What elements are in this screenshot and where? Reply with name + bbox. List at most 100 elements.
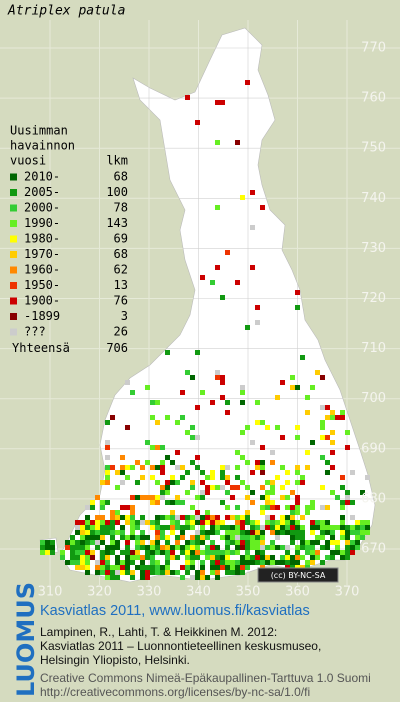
occurrence-square [215,485,220,490]
occurrence-square [330,535,335,540]
occurrence-square [270,540,275,545]
occurrence-square [255,400,260,405]
occurrence-square [220,475,225,480]
occurrence-square [240,555,245,560]
occurrence-square [270,525,275,530]
occurrence-square [120,515,125,520]
occurrence-square [240,570,245,575]
occurrence-square [305,465,310,470]
occurrence-square [150,520,155,525]
occurrence-square [110,540,115,545]
occurrence-square [135,545,140,550]
legend-swatch [10,328,17,336]
occurrence-square [100,530,105,535]
occurrence-square [290,530,295,535]
occurrence-square [245,560,250,565]
occurrence-square [240,480,245,485]
occurrence-square [210,525,215,530]
occurrence-square [140,560,145,565]
legend-label: 1960- [24,263,60,277]
occurrence-square [110,525,115,530]
occurrence-square [295,480,300,485]
occurrence-square [175,545,180,550]
occurrence-square [255,420,260,425]
occurrence-square [85,565,90,570]
occurrence-square [185,95,190,100]
occurrence-square [160,465,165,470]
occurrence-square [205,475,210,480]
occurrence-square [140,475,145,480]
occurrence-square [150,540,155,545]
occurrence-square [155,520,160,525]
occurrence-square [180,575,185,580]
occurrence-square [325,505,330,510]
occurrence-square [300,475,305,480]
occurrence-square [185,520,190,525]
occurrence-square [90,530,95,535]
occurrence-square [90,500,95,505]
occurrence-square [200,480,205,485]
occurrence-square [225,465,230,470]
occurrence-square [335,550,340,555]
occurrence-square [280,485,285,490]
occurrence-square [260,465,265,470]
occurrence-square [295,500,300,505]
occurrence-square [255,320,260,325]
occurrence-square [170,480,175,485]
legend-swatch [10,173,17,181]
occurrence-square [85,560,90,565]
occurrence-square [225,525,230,530]
occurrence-square [190,555,195,560]
occurrence-square [260,550,265,555]
occurrence-square [355,540,360,545]
occurrence-square [270,555,275,560]
occurrence-square [235,485,240,490]
occurrence-square [340,475,345,480]
occurrence-square [240,455,245,460]
occurrence-square [270,560,275,565]
occurrence-square [225,550,230,555]
occurrence-square [265,490,270,495]
occurrence-square [310,525,315,530]
occurrence-square [90,540,95,545]
occurrence-square [160,470,165,475]
occurrence-square [175,515,180,520]
occurrence-square [215,520,220,525]
occurrence-square [285,495,290,500]
occurrence-square [250,470,255,475]
occurrence-square [305,395,310,400]
occurrence-square [325,555,330,560]
occurrence-square [240,535,245,540]
occurrence-square [80,520,85,525]
occurrence-square [200,495,205,500]
occurrence-square [280,530,285,535]
occurrence-square [330,410,335,415]
occurrence-square [300,545,305,550]
occurrence-square [335,525,340,530]
occurrence-square [185,565,190,570]
occurrence-square [145,555,150,560]
occurrence-square [235,550,240,555]
occurrence-square [325,545,330,550]
occurrence-square [240,560,245,565]
occurrence-square [300,540,305,545]
occurrence-square [90,525,95,530]
occurrence-square [215,530,220,535]
occurrence-square [235,560,240,565]
occurrence-square [150,415,155,420]
occurrence-square [215,375,220,380]
occurrence-square [170,500,175,505]
occurrence-square [355,535,360,540]
occurrence-square [290,520,295,525]
legend-label: -1899 [24,309,60,323]
occurrence-square [325,540,330,545]
occurrence-square [320,455,325,460]
legend-count: 68 [114,170,128,184]
occurrence-square [180,500,185,505]
occurrence-square [160,530,165,535]
occurrence-square [85,520,90,525]
occurrence-square [135,540,140,545]
occurrence-square [295,555,300,560]
occurrence-square [130,530,135,535]
